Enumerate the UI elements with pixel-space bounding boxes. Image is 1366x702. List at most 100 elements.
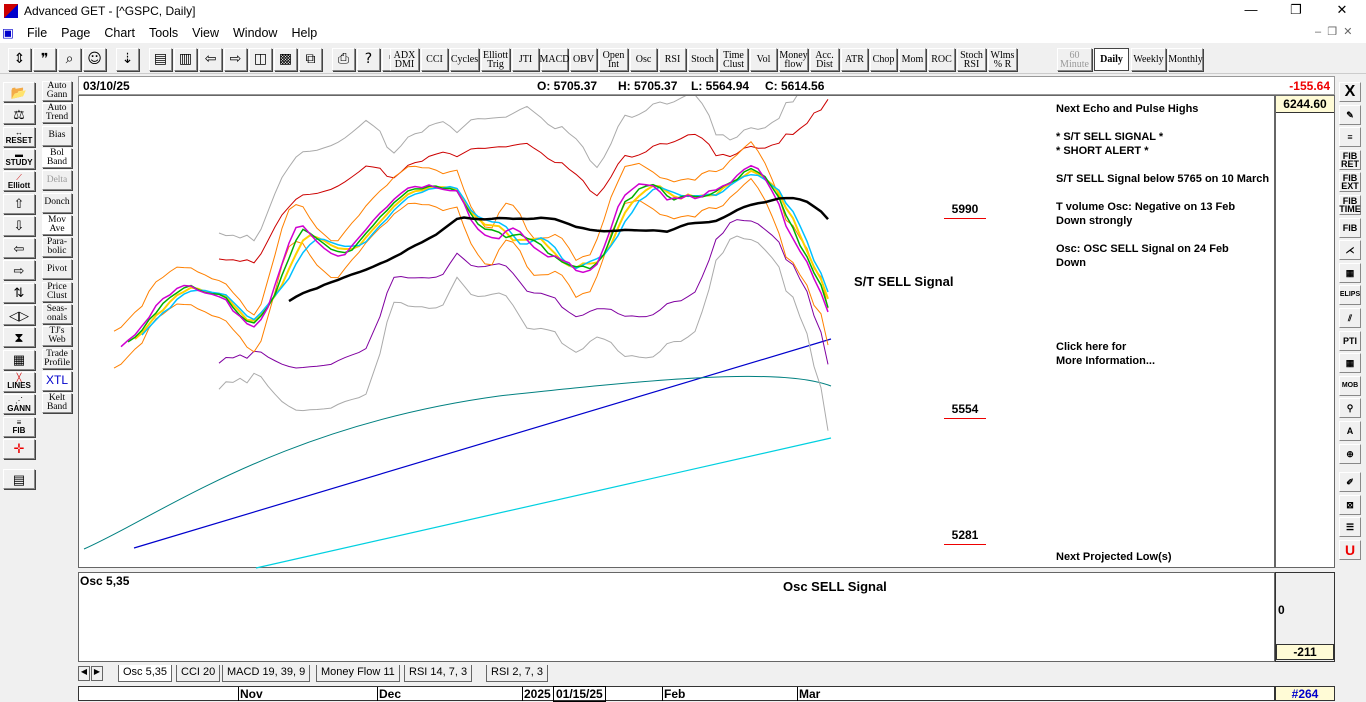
period-monthly-button[interactable]: Monthly xyxy=(1168,48,1203,71)
arrow-right-tool[interactable]: ⇨ xyxy=(3,260,35,281)
right-tool-5[interactable]: FIB TIME xyxy=(1339,195,1361,215)
menu-page[interactable]: Page xyxy=(61,25,91,40)
quote-button[interactable]: ❞ xyxy=(33,48,56,71)
minimize-button[interactable]: — xyxy=(1244,2,1258,17)
print-button[interactable]: ⎙ xyxy=(332,48,355,71)
template-button[interactable]: ◫ xyxy=(249,48,272,71)
right-tool-17[interactable]: ✐ xyxy=(1339,472,1361,493)
study-price-clust-button[interactable]: Price Clust xyxy=(42,281,72,302)
elliott-tool[interactable]: ⟋ Elliott xyxy=(3,171,35,192)
right-tool-15[interactable]: A xyxy=(1339,421,1361,441)
right-tool-4[interactable]: FIB EXT xyxy=(1339,172,1361,193)
oscillator-panel[interactable]: Osc 5,35 Osc SELL Signal xyxy=(78,572,1275,662)
person-button[interactable]: ☺ xyxy=(83,48,106,71)
study-delta-button[interactable]: Delta xyxy=(42,170,72,191)
study-trade-profile-button[interactable]: Trade Profile xyxy=(42,348,72,369)
study-stoch-rsi-button[interactable]: Stoch RSI xyxy=(957,48,986,71)
study-stoch-button[interactable]: Stoch xyxy=(688,48,717,71)
tab-scroll-left[interactable]: ◀ xyxy=(78,666,90,681)
tab-scroll-right[interactable]: ▶ xyxy=(91,666,103,681)
menu-tools[interactable]: Tools xyxy=(148,25,179,40)
right-tool-16[interactable]: ⊕ xyxy=(1339,443,1361,464)
study-pivot-button[interactable]: Pivot xyxy=(42,259,72,280)
right-tool-18[interactable]: ⊠ xyxy=(1339,494,1361,515)
study-adx-dmi-button[interactable]: ADX DMI xyxy=(390,48,419,71)
right-tool-0[interactable]: X xyxy=(1339,82,1361,102)
close-button[interactable]: ✕ xyxy=(1336,2,1348,17)
study-money-flow-button[interactable]: Money flow xyxy=(779,48,808,71)
right-tool-14[interactable]: ⚲ xyxy=(1339,398,1361,419)
save-button[interactable]: ▥ xyxy=(174,48,197,71)
arrow-down-tool[interactable]: ⇩ xyxy=(3,215,35,236)
properties-tool[interactable]: ▤ xyxy=(3,469,35,490)
study-auto-trend-button[interactable]: Auto Trend xyxy=(42,103,72,124)
study-open-int-button[interactable]: Open Int xyxy=(599,48,628,71)
search-button[interactable]: ⌕ xyxy=(58,48,81,71)
pointer-button[interactable]: ⇕ xyxy=(8,48,31,71)
study-wlms-r-button[interactable]: Wlms % R xyxy=(988,48,1017,71)
more-info-link-2[interactable]: More Information... xyxy=(1056,355,1155,367)
study-para-bolic-button[interactable]: Para- bolic xyxy=(42,237,72,258)
arrow-left-tool[interactable]: ⇦ xyxy=(3,238,35,259)
expand-horizontal-tool[interactable]: ◁▷ xyxy=(3,305,35,325)
study-macd-button[interactable]: MACD xyxy=(540,48,570,71)
split-tool[interactable]: ⇅ xyxy=(3,282,35,303)
study-time-clust-button[interactable]: Time Clust xyxy=(719,48,748,71)
menu-chart[interactable]: Chart xyxy=(104,25,135,40)
template-link-button[interactable]: ⧉ xyxy=(299,48,322,71)
study-bol-band-button[interactable]: Bol Band xyxy=(42,147,72,168)
grid-tool[interactable]: ▦ xyxy=(3,349,35,370)
sort-down-button[interactable]: ⇣ xyxy=(116,48,139,71)
scales-tool[interactable]: ⚖ xyxy=(3,104,35,125)
study-rsi-button[interactable]: RSI xyxy=(659,48,686,71)
crosshair-tool[interactable]: ✛ xyxy=(3,438,35,459)
study-atr-button[interactable]: ATR xyxy=(841,48,868,71)
maximize-button[interactable]: ❐ xyxy=(1290,2,1302,17)
right-tool-1[interactable]: ✎ xyxy=(1339,104,1361,125)
study-obv-button[interactable]: OBV xyxy=(570,48,597,71)
study-elliott-trig-button[interactable]: Elliott Trig xyxy=(481,48,510,71)
more-info-link[interactable]: Click here for xyxy=(1056,341,1127,353)
tab-cci-20[interactable]: CCI 20 xyxy=(176,665,221,682)
mdi-controls[interactable]: – ❐ ✕ xyxy=(1315,26,1353,38)
study-jti-button[interactable]: JTI xyxy=(512,48,539,71)
right-tool-3[interactable]: FIB RET xyxy=(1339,149,1361,170)
arrow-up-tool[interactable]: ⇧ xyxy=(3,193,35,214)
open-folder-tool[interactable]: 📂 xyxy=(3,82,35,102)
study-chop-button[interactable]: Chop xyxy=(870,48,897,71)
study-auto-gann-button[interactable]: Auto Gann xyxy=(42,81,72,101)
right-tool-2[interactable]: ≡ xyxy=(1339,127,1361,148)
right-tool-6[interactable]: FIB xyxy=(1339,217,1361,238)
right-tool-12[interactable]: ▦ xyxy=(1339,353,1361,374)
tab-rsi-14-7-3[interactable]: RSI 14, 7, 3 xyxy=(404,665,473,682)
right-tool-9[interactable]: ELIPS xyxy=(1339,285,1361,306)
right-tool-13[interactable]: MOB xyxy=(1339,375,1361,396)
study-tj-s-web-button[interactable]: TJ's Web xyxy=(42,326,72,347)
study-roc-button[interactable]: ROC xyxy=(928,48,955,71)
right-tool-10[interactable]: ⫽ xyxy=(1339,308,1361,328)
right-tool-11[interactable]: PTI xyxy=(1339,330,1361,351)
help-button[interactable]: ? xyxy=(357,48,380,71)
tab-osc-5-35[interactable]: Osc 5,35 xyxy=(118,665,173,682)
tab-rsi-2-7-3[interactable]: RSI 2, 7, 3 xyxy=(486,665,548,682)
study-seas-onals-button[interactable]: Seas- onals xyxy=(42,304,72,324)
menu-file[interactable]: File xyxy=(27,25,48,40)
study-kelt-band-button[interactable]: Kelt Band xyxy=(42,393,72,414)
reset-tool[interactable]: ↔ RESET xyxy=(3,126,35,147)
forward-button[interactable]: ⇨ xyxy=(224,48,247,71)
fib-tool[interactable]: ≡ FIB xyxy=(3,416,35,437)
study-vol-button[interactable]: Vol xyxy=(750,48,777,71)
study-cycles-button[interactable]: Cycles xyxy=(450,48,479,71)
grid-disabled-button[interactable]: ▩ xyxy=(274,48,297,71)
study-acc-dist-button[interactable]: Acc. Dist xyxy=(810,48,839,71)
price-chart[interactable]: S/T SELL Signal 5990 5554 5281 Next Echo… xyxy=(78,95,1275,569)
study-donch-button[interactable]: Donch xyxy=(42,192,72,213)
new-page-button[interactable]: ▤ xyxy=(149,48,172,71)
menu-view[interactable]: View xyxy=(192,25,219,40)
menu-window[interactable]: Window xyxy=(233,25,278,40)
right-tool-20[interactable]: U xyxy=(1339,540,1361,560)
study-bias-button[interactable]: Bias xyxy=(42,125,72,146)
lines-tool[interactable]: ╳ LINES xyxy=(3,371,35,392)
period-60-minute-button[interactable]: 60 Minute xyxy=(1057,48,1092,71)
right-tool-19[interactable]: ☰ xyxy=(1339,517,1361,538)
